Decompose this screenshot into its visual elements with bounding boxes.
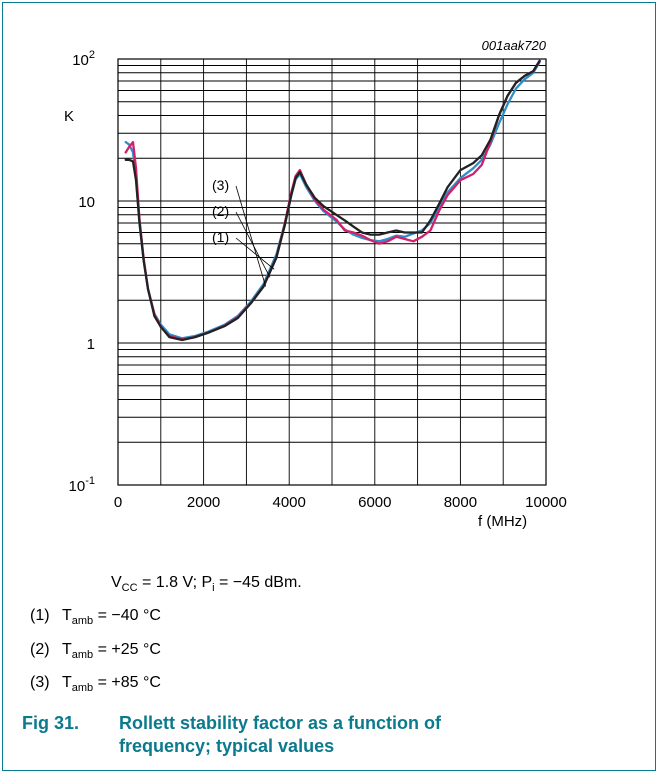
plot-area-border <box>117 58 547 486</box>
caption-line-1: Rollett stability factor as a function o… <box>119 713 442 733</box>
y-axis-label: K <box>64 108 74 125</box>
rollett-stability-chart: 0 2000 4000 6000 8000 10000 102 10 1 10-1 Kf (MHz)… <box>64 38 567 530</box>
x-axis-label: f (MHz) <box>478 513 527 530</box>
series-label: (3) <box>212 177 229 193</box>
figure-caption: Fig 31. Rollett stability factor as a fun… <box>22 712 441 758</box>
caption-number: Fig 31. <box>22 713 80 733</box>
x-tick-label: 10000 <box>525 494 567 511</box>
y-tick-label: 10-1 <box>69 475 95 495</box>
caption-line-2: frequency; typical values <box>119 736 335 756</box>
conditions-note: VCC = 1.8 V; Pi = −45 dBm. <box>111 574 302 594</box>
y-tick-label: 1 <box>87 336 95 353</box>
series-label: (2) <box>212 203 229 219</box>
legend-note-2: (2) Tamb = +25 °C <box>30 641 161 661</box>
figure-code: 001aak720 <box>482 38 547 53</box>
series-leader-line <box>235 237 275 270</box>
y-tick-label: 10 <box>78 194 95 211</box>
x-tick-label: 0 <box>114 494 122 511</box>
series-leader-line <box>235 211 271 278</box>
series-line-2 <box>124 59 541 341</box>
legend-note-1: (1) Tamb = −40 °C <box>30 607 161 627</box>
series-leader-line <box>235 185 267 287</box>
x-tick-label: 4000 <box>273 494 306 511</box>
x-tick-label: 8000 <box>444 494 477 511</box>
y-tick-label: 102 <box>72 49 95 69</box>
series-line-1 <box>124 61 541 340</box>
x-tick-label: 2000 <box>187 494 220 511</box>
legend-note-3: (3) Tamb = +85 °C <box>30 674 161 694</box>
x-tick-label: 6000 <box>358 494 391 511</box>
series-line-3 <box>124 59 541 342</box>
series-label: (1) <box>212 229 229 245</box>
